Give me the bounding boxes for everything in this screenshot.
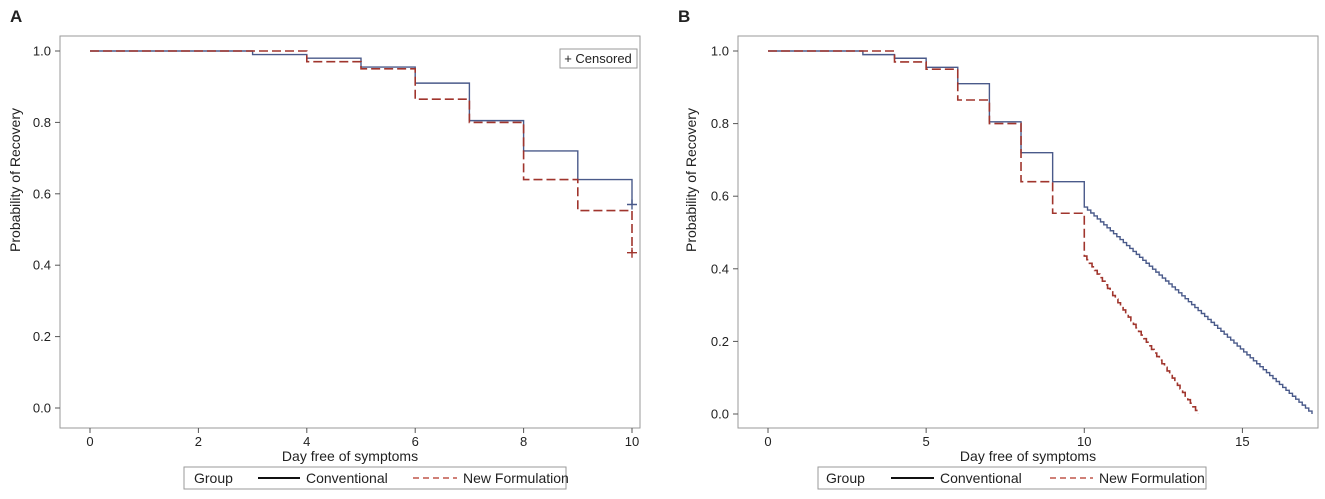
panel-a-plot-frame — [59, 35, 641, 429]
panel-a-label: A — [10, 7, 22, 26]
panel-b-label: B — [678, 7, 690, 26]
panel-b-x-tick-label: 10 — [1077, 434, 1091, 449]
panel-a-y-tick-label: 0.4 — [33, 258, 51, 273]
panel-a-y-axis-label: Probability of Recovery — [7, 108, 23, 252]
panel-a-series — [90, 50, 637, 258]
panel-a-conventional-censor-mark — [627, 199, 637, 210]
panel-a-x-tick-label: 4 — [303, 434, 310, 449]
panel-b-series — [768, 50, 1313, 414]
panel-b-x-tick-label: 0 — [764, 434, 771, 449]
panel-b-conventional-line — [768, 50, 1313, 414]
panel-a-y-tick-label: 1.0 — [33, 44, 51, 59]
panel-a-legend-title: Group — [194, 470, 233, 486]
panel-b-y-axis-label: Probability of Recovery — [683, 108, 699, 252]
censored-legend-label: + Censored — [564, 51, 632, 66]
panel-b-legend-title: Group — [826, 470, 865, 486]
panel-a-y-tick-label: 0.2 — [33, 329, 51, 344]
panel-a-legend-new-formulation-label: New Formulation — [463, 470, 569, 486]
panel-b-x-ticks: 0 5 10 15 — [764, 428, 1250, 449]
panel-a-x-tick-label: 8 — [520, 434, 527, 449]
panel-b-y-tick-label: 0.6 — [711, 189, 729, 204]
panel-b-y-ticks: 0.0 0.2 0.4 0.6 0.8 1.0 — [711, 44, 738, 422]
panel-a-x-axis-label: Day free of symptoms — [282, 448, 418, 464]
panel-a-x-tick-label: 0 — [86, 434, 93, 449]
panel-a-new-formulation-censor-mark — [627, 247, 637, 258]
panel-a-legend-conventional-label: Conventional — [306, 470, 388, 486]
panel-a-x-tick-label: 6 — [412, 434, 419, 449]
panel-b-y-tick-label: 0.4 — [711, 261, 729, 276]
panel-b-y-tick-label: 0.2 — [711, 334, 729, 349]
panel-b-x-tick-label: 5 — [923, 434, 930, 449]
panel-a-y-tick-label: 0.0 — [33, 401, 51, 416]
panel-b-y-tick-label: 0.8 — [711, 116, 729, 131]
panel-a-x-tick-label: 10 — [625, 434, 639, 449]
panel-a-new-formulation-line — [90, 50, 633, 253]
panel-a: A 0.0 0.2 0.4 0.6 0.8 1.0 0 2 4 6 8 10 Day free of… — [7, 7, 641, 490]
panel-b-y-tick-label: 1.0 — [711, 44, 729, 59]
panel-a-x-tick-label: 2 — [195, 434, 202, 449]
panel-a-legend-box — [183, 466, 567, 490]
panel-b-x-axis-label: Day free of symptoms — [960, 448, 1096, 464]
panel-a-y-ticks: 0.0 0.2 0.4 0.6 0.8 1.0 — [33, 44, 60, 416]
panel-b-legend-conventional-label: Conventional — [940, 470, 1022, 486]
panel-b-x-tick-label: 15 — [1235, 434, 1249, 449]
panel-b: B 0.0 0.2 0.4 0.6 0.8 1.0 0 5 10 15 Day free of … — [678, 7, 1319, 490]
panel-b-legend-new-formulation-label: New Formulation — [1099, 470, 1205, 486]
panel-b-plot-frame — [737, 35, 1319, 429]
panel-a-y-tick-label: 0.6 — [33, 186, 51, 201]
panel-a-x-ticks: 0 2 4 6 8 10 — [86, 428, 639, 449]
panel-b-legend-box — [817, 466, 1207, 490]
censored-legend-box — [559, 48, 638, 69]
panel-b-y-tick-label: 0.0 — [711, 407, 729, 422]
panel-a-y-tick-label: 0.8 — [33, 115, 51, 130]
